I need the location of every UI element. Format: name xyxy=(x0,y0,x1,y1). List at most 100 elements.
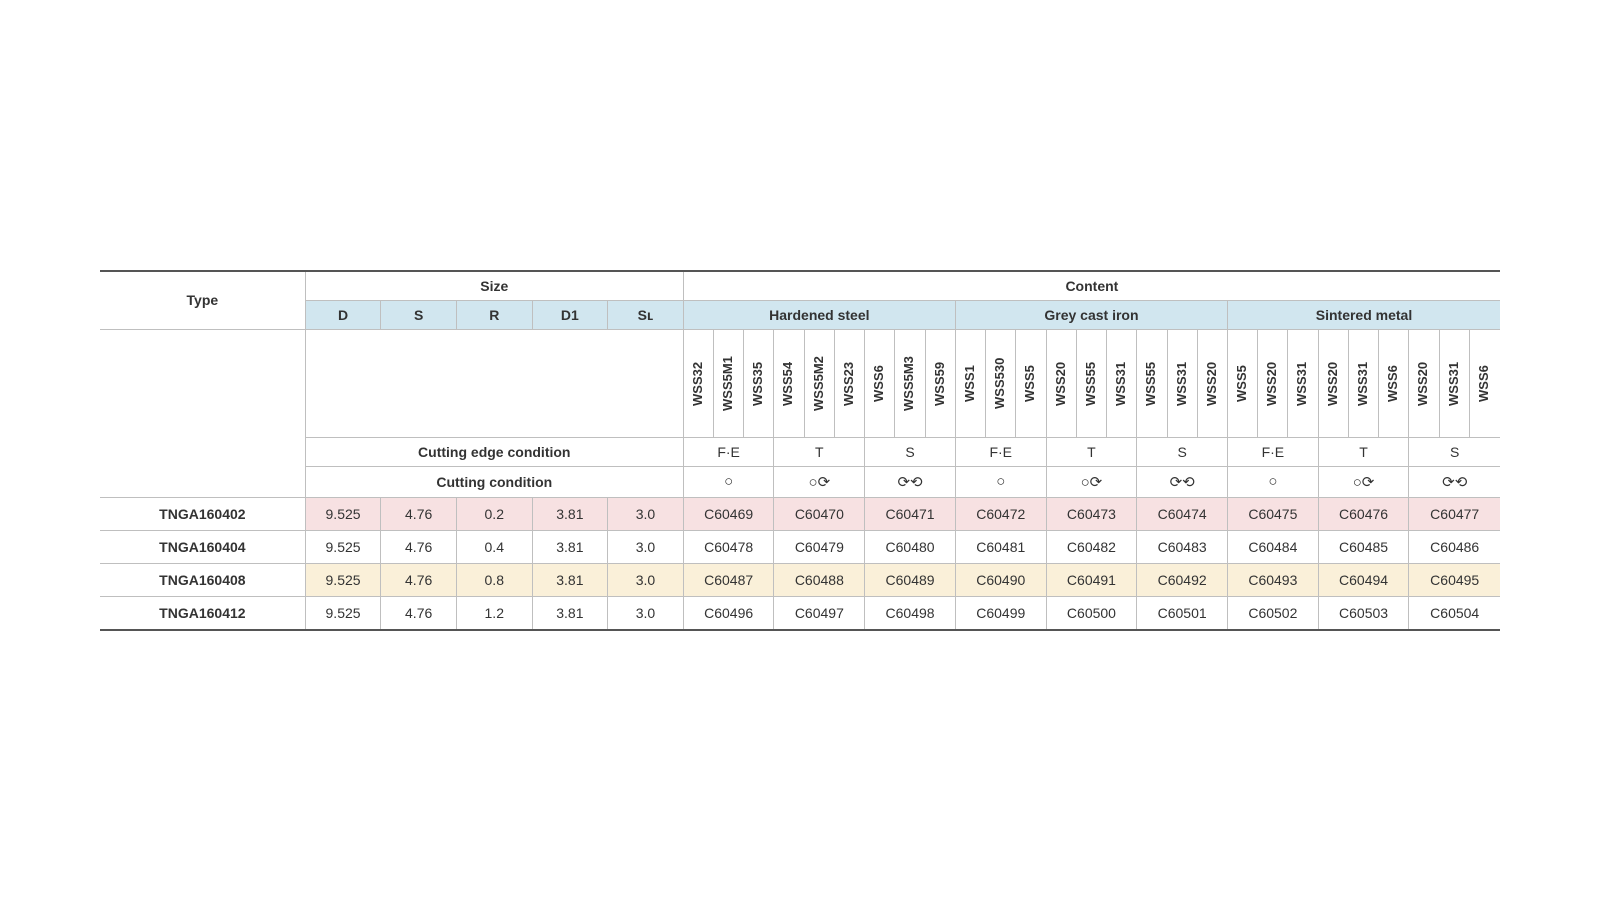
code-header: WSS5M2 xyxy=(804,329,834,437)
header-size: Size xyxy=(305,271,683,301)
value-cell: C60479 xyxy=(774,530,865,563)
cond-symbol: ○⟳ xyxy=(1318,466,1409,497)
type-cell: TNGA160402 xyxy=(100,497,305,530)
size-cell: 9.525 xyxy=(305,497,381,530)
code-header: WSS59 xyxy=(925,329,955,437)
header-sintered: Sintered metal xyxy=(1228,300,1501,329)
size-cell: 9.525 xyxy=(305,596,381,630)
spacer-cell xyxy=(100,329,305,437)
code-header: WSS6 xyxy=(1469,329,1500,437)
header-content: Content xyxy=(683,271,1500,301)
code-header: WSS6 xyxy=(1379,329,1409,437)
value-cell: C60476 xyxy=(1318,497,1409,530)
size-cell: 4.76 xyxy=(381,596,457,630)
code-header: WSS5M3 xyxy=(895,329,925,437)
code-header: WSS31 xyxy=(1107,329,1137,437)
size-cell: 3.81 xyxy=(532,563,608,596)
edge-val: S xyxy=(1137,437,1228,466)
value-cell: C60483 xyxy=(1137,530,1228,563)
value-cell: C60478 xyxy=(683,530,774,563)
code-header: WSS530 xyxy=(986,329,1016,437)
value-cell: C60494 xyxy=(1318,563,1409,596)
size-cell: 4.76 xyxy=(381,530,457,563)
code-header: WSS31 xyxy=(1167,329,1197,437)
edge-val: T xyxy=(1046,437,1137,466)
cond-symbol: ⟳⟲ xyxy=(1409,466,1500,497)
code-header: WSS54 xyxy=(774,329,804,437)
value-cell: C60484 xyxy=(1228,530,1319,563)
code-header: WSS20 xyxy=(1409,329,1439,437)
table-row: TNGA1604089.5254.760.83.813.0C60487C6048… xyxy=(100,563,1500,596)
edge-val: T xyxy=(1318,437,1409,466)
value-cell: C60504 xyxy=(1409,596,1500,630)
code-header: WSS20 xyxy=(1197,329,1227,437)
value-cell: C60501 xyxy=(1137,596,1228,630)
code-header: WSS5 xyxy=(1228,329,1258,437)
code-header: WSS32 xyxy=(683,329,713,437)
header-size-d1: D1 xyxy=(532,300,608,329)
header-type: Type xyxy=(100,271,305,330)
code-header: WSS5M1 xyxy=(714,329,744,437)
size-cell: 3.81 xyxy=(532,530,608,563)
value-cell: C60473 xyxy=(1046,497,1137,530)
size-cell: 9.525 xyxy=(305,563,381,596)
value-cell: C60477 xyxy=(1409,497,1500,530)
size-cell: 9.525 xyxy=(305,530,381,563)
cond-symbol: ○⟳ xyxy=(774,466,865,497)
edge-val: F·E xyxy=(1228,437,1319,466)
cond-symbol: ○ xyxy=(955,466,1046,497)
header-grey: Grey cast iron xyxy=(955,300,1227,329)
value-cell: C60481 xyxy=(955,530,1046,563)
spacer-cell xyxy=(100,466,305,497)
code-header: WSS35 xyxy=(744,329,774,437)
value-cell: C60496 xyxy=(683,596,774,630)
value-cell: C60490 xyxy=(955,563,1046,596)
header-size-s: S xyxy=(381,300,457,329)
code-header: WSS5 xyxy=(1016,329,1046,437)
value-cell: C60469 xyxy=(683,497,774,530)
cond-symbol: ○ xyxy=(1228,466,1319,497)
size-cell: 3.0 xyxy=(608,497,684,530)
cond-symbol: ⟳⟲ xyxy=(865,466,956,497)
size-cell: 3.0 xyxy=(608,530,684,563)
value-cell: C60500 xyxy=(1046,596,1137,630)
value-cell: C60491 xyxy=(1046,563,1137,596)
value-cell: C60497 xyxy=(774,596,865,630)
header-edge-condition: Cutting edge condition xyxy=(305,437,683,466)
value-cell: C60475 xyxy=(1228,497,1319,530)
edge-val: T xyxy=(774,437,865,466)
size-cell: 0.2 xyxy=(456,497,532,530)
size-cell: 1.2 xyxy=(456,596,532,630)
code-header: WSS20 xyxy=(1046,329,1076,437)
code-header: WSS1 xyxy=(955,329,985,437)
value-cell: C60485 xyxy=(1318,530,1409,563)
table-row: TNGA1604129.5254.761.23.813.0C60496C6049… xyxy=(100,596,1500,630)
size-cell: 3.0 xyxy=(608,596,684,630)
size-cell: 0.8 xyxy=(456,563,532,596)
edge-val: F·E xyxy=(683,437,774,466)
value-cell: C60495 xyxy=(1409,563,1500,596)
code-header: WSS20 xyxy=(1318,329,1348,437)
value-cell: C60474 xyxy=(1137,497,1228,530)
table-row: TNGA1604049.5254.760.43.813.0C60478C6047… xyxy=(100,530,1500,563)
code-header: WSS31 xyxy=(1288,329,1318,437)
cond-symbol: ⟳⟲ xyxy=(1137,466,1228,497)
insert-table: Type Size Content D S R D1 Sʟ Hardened s… xyxy=(100,270,1500,631)
value-cell: C60487 xyxy=(683,563,774,596)
value-cell: C60482 xyxy=(1046,530,1137,563)
value-cell: C60499 xyxy=(955,596,1046,630)
code-header: WSS55 xyxy=(1076,329,1106,437)
code-header: WSS20 xyxy=(1258,329,1288,437)
size-cell: 3.81 xyxy=(532,596,608,630)
size-cell: 4.76 xyxy=(381,497,457,530)
size-cell: 0.4 xyxy=(456,530,532,563)
value-cell: C60480 xyxy=(865,530,956,563)
type-cell: TNGA160404 xyxy=(100,530,305,563)
header-size-sl: Sʟ xyxy=(608,300,684,329)
cond-symbol: ○ xyxy=(683,466,774,497)
type-cell: TNGA160408 xyxy=(100,563,305,596)
value-cell: C60502 xyxy=(1228,596,1319,630)
value-cell: C60492 xyxy=(1137,563,1228,596)
edge-val: F·E xyxy=(955,437,1046,466)
value-cell: C60488 xyxy=(774,563,865,596)
